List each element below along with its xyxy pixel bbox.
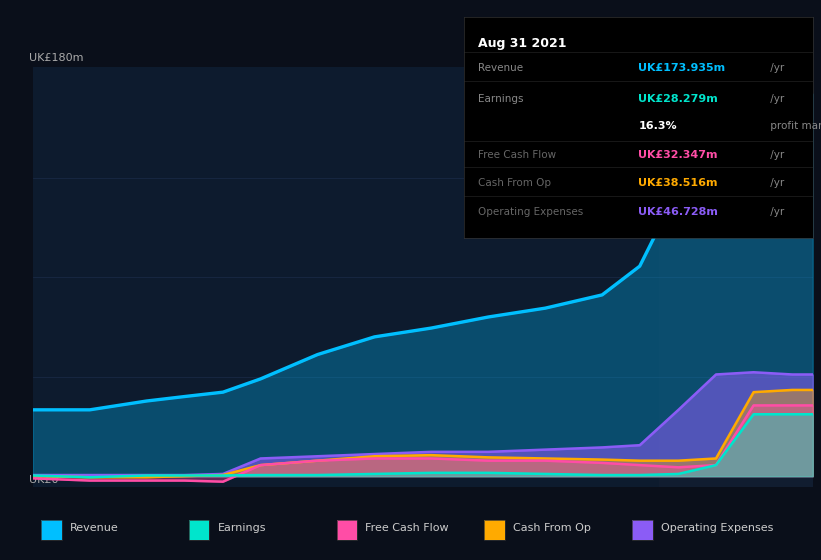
Text: /yr: /yr xyxy=(768,63,785,73)
Text: /yr: /yr xyxy=(768,178,785,188)
Bar xyxy=(632,520,653,540)
Bar xyxy=(484,520,505,540)
Text: /yr: /yr xyxy=(768,207,785,217)
Bar xyxy=(632,520,653,540)
Text: UK£38.516m: UK£38.516m xyxy=(639,178,718,188)
Text: UK£0: UK£0 xyxy=(29,475,58,485)
Text: Cash From Op: Cash From Op xyxy=(478,178,551,188)
Text: UK£180m: UK£180m xyxy=(29,53,84,63)
Text: /yr: /yr xyxy=(768,150,785,160)
Bar xyxy=(337,520,357,540)
Text: Free Cash Flow: Free Cash Flow xyxy=(478,150,556,160)
Bar xyxy=(41,520,62,540)
Text: Earnings: Earnings xyxy=(478,94,523,104)
Bar xyxy=(484,520,505,540)
Bar xyxy=(337,520,357,540)
Bar xyxy=(41,520,62,540)
Text: Revenue: Revenue xyxy=(70,524,118,534)
Text: UK£32.347m: UK£32.347m xyxy=(639,150,718,160)
Text: profit margin: profit margin xyxy=(768,121,821,131)
Text: Free Cash Flow: Free Cash Flow xyxy=(365,524,449,534)
Text: Operating Expenses: Operating Expenses xyxy=(478,207,583,217)
Text: Aug 31 2021: Aug 31 2021 xyxy=(478,37,566,50)
Text: Operating Expenses: Operating Expenses xyxy=(661,524,773,534)
Text: UK£46.728m: UK£46.728m xyxy=(639,207,718,217)
Text: /yr: /yr xyxy=(768,94,785,104)
Text: UK£28.279m: UK£28.279m xyxy=(639,94,718,104)
Text: Revenue: Revenue xyxy=(478,63,523,73)
Bar xyxy=(189,520,209,540)
Bar xyxy=(659,67,813,487)
Bar xyxy=(189,520,209,540)
Text: Cash From Op: Cash From Op xyxy=(513,524,591,534)
Text: UK£173.935m: UK£173.935m xyxy=(639,63,726,73)
Text: 16.3%: 16.3% xyxy=(639,121,677,131)
Text: Earnings: Earnings xyxy=(218,524,266,534)
